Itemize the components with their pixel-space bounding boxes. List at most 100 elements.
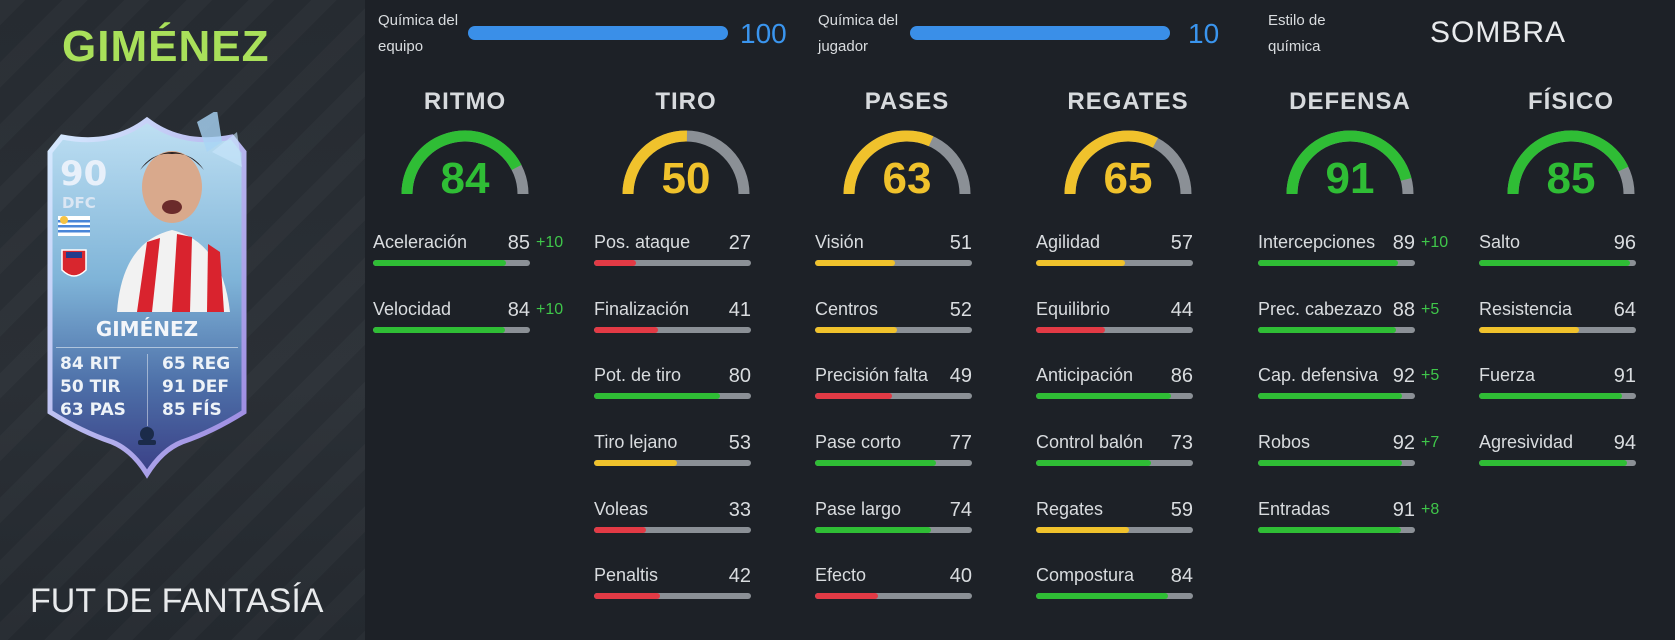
stat-name: Pot. de tiro <box>594 365 682 385</box>
stat-row: Control balón 73 <box>1036 432 1281 472</box>
stat-bar-fill <box>594 260 637 266</box>
stat-row: Equilibrio 44 <box>1036 299 1281 339</box>
stat-value: 88 <box>1392 299 1415 321</box>
gauge-fill <box>1286 130 1412 195</box>
stat-bar <box>373 260 530 266</box>
stat-value: 49 <box>949 365 972 387</box>
category-rating: 63 <box>882 154 932 203</box>
stat-value: 73 <box>1170 432 1193 454</box>
stat-name: Velocidad <box>373 299 452 319</box>
stat-bar <box>594 460 751 466</box>
category-gauge <box>401 130 529 195</box>
category-title: RITMO <box>423 88 507 115</box>
stat-name: Penaltis <box>594 565 659 585</box>
gauge-fill <box>1507 130 1629 195</box>
stat-bar <box>1479 460 1636 466</box>
stat-name: Pase largo <box>815 499 902 519</box>
stat-name: Entradas <box>1258 499 1331 519</box>
stat-row: Pot. de tiro 80 <box>594 365 839 405</box>
stat-value: 40 <box>949 565 972 587</box>
stat-bar-fill <box>373 327 505 333</box>
stat-bar-fill <box>815 260 896 266</box>
category-gauge <box>1286 130 1414 195</box>
stat-bar <box>1036 260 1193 266</box>
stat-value: 41 <box>728 299 751 321</box>
stat-bar-fill <box>373 260 507 266</box>
category-title: FÍSICO <box>1527 88 1614 115</box>
card-stat-right-0: 65 REG <box>162 354 231 374</box>
stat-row: Agilidad 57 <box>1036 232 1281 272</box>
category-gauge <box>1064 130 1192 195</box>
stat-value: 77 <box>949 432 972 454</box>
stat-row: Pase largo 74 <box>815 499 1060 539</box>
stat-bar-fill <box>594 460 678 466</box>
stat-name: Agilidad <box>1036 232 1101 252</box>
stat-bonus: +10 <box>536 301 564 318</box>
stat-name: Control balón <box>1036 432 1144 452</box>
stat-value: 84 <box>507 299 530 321</box>
stat-value: 33 <box>728 499 751 521</box>
stat-name: Compostura <box>1036 565 1135 585</box>
stat-bar-fill <box>594 327 659 333</box>
stat-bar-fill <box>815 393 892 399</box>
stat-row: Robos 92 +7 <box>1258 432 1503 472</box>
stat-row: Fuerza 91 <box>1479 365 1675 405</box>
player-chemistry-label: Química del jugador <box>818 12 899 55</box>
stat-value: 53 <box>728 432 751 454</box>
stat-row: Pos. ataque 27 <box>594 232 839 272</box>
stat-bonus: +5 <box>1421 367 1440 384</box>
player-card[interactable]: 90 DFC GIMÉNEZ 84 RIT 50 TIR 63 PAS 65 R… <box>22 112 272 482</box>
stat-bar <box>815 593 972 599</box>
stat-value: 84 <box>1170 565 1193 587</box>
stat-name: Cap. defensiva <box>1258 365 1379 385</box>
stat-name: Agresividad <box>1479 432 1574 452</box>
stat-bar-fill <box>815 327 897 333</box>
stat-bar-fill <box>1036 327 1106 333</box>
stat-bonus: +10 <box>1421 234 1449 251</box>
stat-value: 59 <box>1170 499 1193 521</box>
stat-bar <box>594 527 751 533</box>
stat-value: 42 <box>728 565 751 587</box>
stat-bar-fill <box>594 527 646 533</box>
stat-row: Resistencia 64 <box>1479 299 1675 339</box>
stat-row: Precisión falta 49 <box>815 365 1060 405</box>
chemistry-style-label: Estilo de química <box>1268 12 1326 55</box>
player-name: GIMÉNEZ <box>62 22 270 71</box>
stat-value: 64 <box>1613 299 1636 321</box>
stat-row: Prec. cabezazo 88 +5 <box>1258 299 1503 339</box>
chemistry-style-value: SOMBRA <box>1430 16 1567 49</box>
stat-name: Pos. ataque <box>594 232 691 252</box>
stat-value: 52 <box>949 299 972 321</box>
stat-bar <box>594 393 751 399</box>
stat-row: Anticipación 86 <box>1036 365 1281 405</box>
stat-bar <box>815 393 972 399</box>
category-rating: 65 <box>1103 154 1153 203</box>
stat-bar-fill <box>1479 393 1622 399</box>
stat-row: Compostura 84 <box>1036 565 1281 605</box>
stat-row: Entradas 91 +8 <box>1258 499 1503 539</box>
stat-bar <box>1258 260 1415 266</box>
stat-row: Pase corto 77 <box>815 432 1060 472</box>
stat-name: Finalización <box>594 299 690 319</box>
stat-bar <box>1036 527 1193 533</box>
stat-row: Cap. defensiva 92 +5 <box>1258 365 1503 405</box>
team-chemistry-label: Química del equipo <box>378 12 459 55</box>
category-rating: 85 <box>1546 154 1596 203</box>
stat-row: Finalización 41 <box>594 299 839 339</box>
category-gauge <box>1507 130 1635 195</box>
gauge-fill <box>622 130 688 195</box>
category-title: PASES <box>864 88 950 115</box>
stat-bar-fill <box>1479 460 1627 466</box>
stat-name: Resistencia <box>1479 299 1573 319</box>
stat-bar <box>815 327 972 333</box>
stat-bonus: +5 <box>1421 301 1440 318</box>
stat-bar <box>594 260 751 266</box>
stat-bar <box>1479 393 1636 399</box>
gauge-fill <box>401 130 522 195</box>
stat-bar-fill <box>1258 393 1403 399</box>
stat-bar <box>1036 593 1193 599</box>
stat-value: 74 <box>949 499 972 521</box>
stat-bar-fill <box>594 393 720 399</box>
stat-bar <box>1258 327 1415 333</box>
stat-bar-fill <box>594 593 660 599</box>
